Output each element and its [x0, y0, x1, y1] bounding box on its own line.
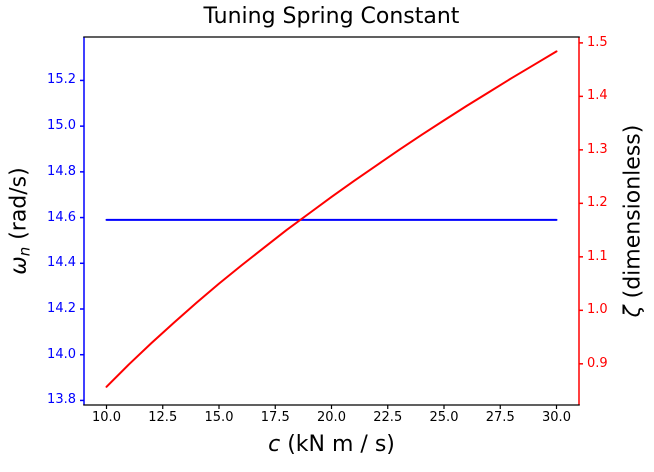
right-y-tick-label: 1.3	[587, 141, 608, 157]
right-y-tick-label: 1.5	[587, 34, 608, 50]
left-y-tick-label: 14.0	[47, 346, 76, 362]
right-y-tick-label: 0.9	[587, 355, 608, 371]
right-y-axis-label: ζ (dimensionless)	[621, 125, 646, 318]
x-tick-label: 22.5	[373, 410, 403, 425]
x-tick-label: 12.5	[148, 410, 178, 425]
left-y-tick-label: 15.0	[47, 118, 76, 134]
chart-title: Tuning Spring Constant	[203, 4, 460, 29]
right-y-axis-symbol: ζ	[620, 305, 646, 318]
x-axis-label: c (kN m / s)	[84, 432, 579, 457]
left-y-tick-label: 14.2	[47, 301, 76, 316]
left-y-tick-label: 14.8	[47, 163, 76, 179]
left-y-tick-label: 13.8	[47, 392, 76, 408]
right-y-axis-units: (dimensionless)	[620, 124, 646, 306]
x-tick-label: 27.5	[485, 410, 515, 425]
left-y-axis-units: (rad/s)	[6, 167, 32, 247]
x-tick-label: 30.0	[542, 410, 571, 425]
right-y-tick-label: 1.2	[587, 195, 608, 211]
left-y-axis-symbol: ω	[6, 256, 32, 275]
x-tick-label: 15.0	[204, 410, 234, 425]
x-axis-units: (kN m / s)	[280, 432, 395, 457]
x-axis-symbol: c	[268, 432, 281, 457]
left-y-tick-label: 14.4	[47, 255, 76, 271]
x-tick-label: 10.0	[92, 410, 121, 425]
x-tick-label: 25.0	[429, 410, 459, 425]
left-y-axis-label: ωn (rad/s)	[7, 167, 34, 274]
right-y-tick-label: 1.1	[587, 248, 608, 264]
x-tick-label: 17.5	[260, 410, 290, 425]
x-tick-label: 20.0	[317, 410, 346, 425]
right-y-tick-label: 1.0	[587, 302, 608, 318]
left-y-tick-label: 14.6	[47, 209, 76, 225]
left-y-axis-subscript: n	[15, 246, 34, 257]
left-y-tick-label: 15.2	[47, 72, 76, 88]
zeta-line	[105, 50, 558, 388]
right-y-tick-label: 1.4	[587, 88, 608, 104]
